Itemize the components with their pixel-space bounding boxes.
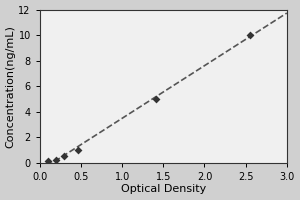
Y-axis label: Concentration(ng/mL): Concentration(ng/mL) bbox=[6, 25, 16, 148]
Point bbox=[154, 97, 158, 100]
X-axis label: Optical Density: Optical Density bbox=[121, 184, 206, 194]
Point bbox=[54, 158, 58, 162]
Point bbox=[75, 148, 80, 151]
Point bbox=[46, 160, 50, 163]
Point bbox=[62, 155, 67, 158]
Point bbox=[248, 33, 252, 37]
